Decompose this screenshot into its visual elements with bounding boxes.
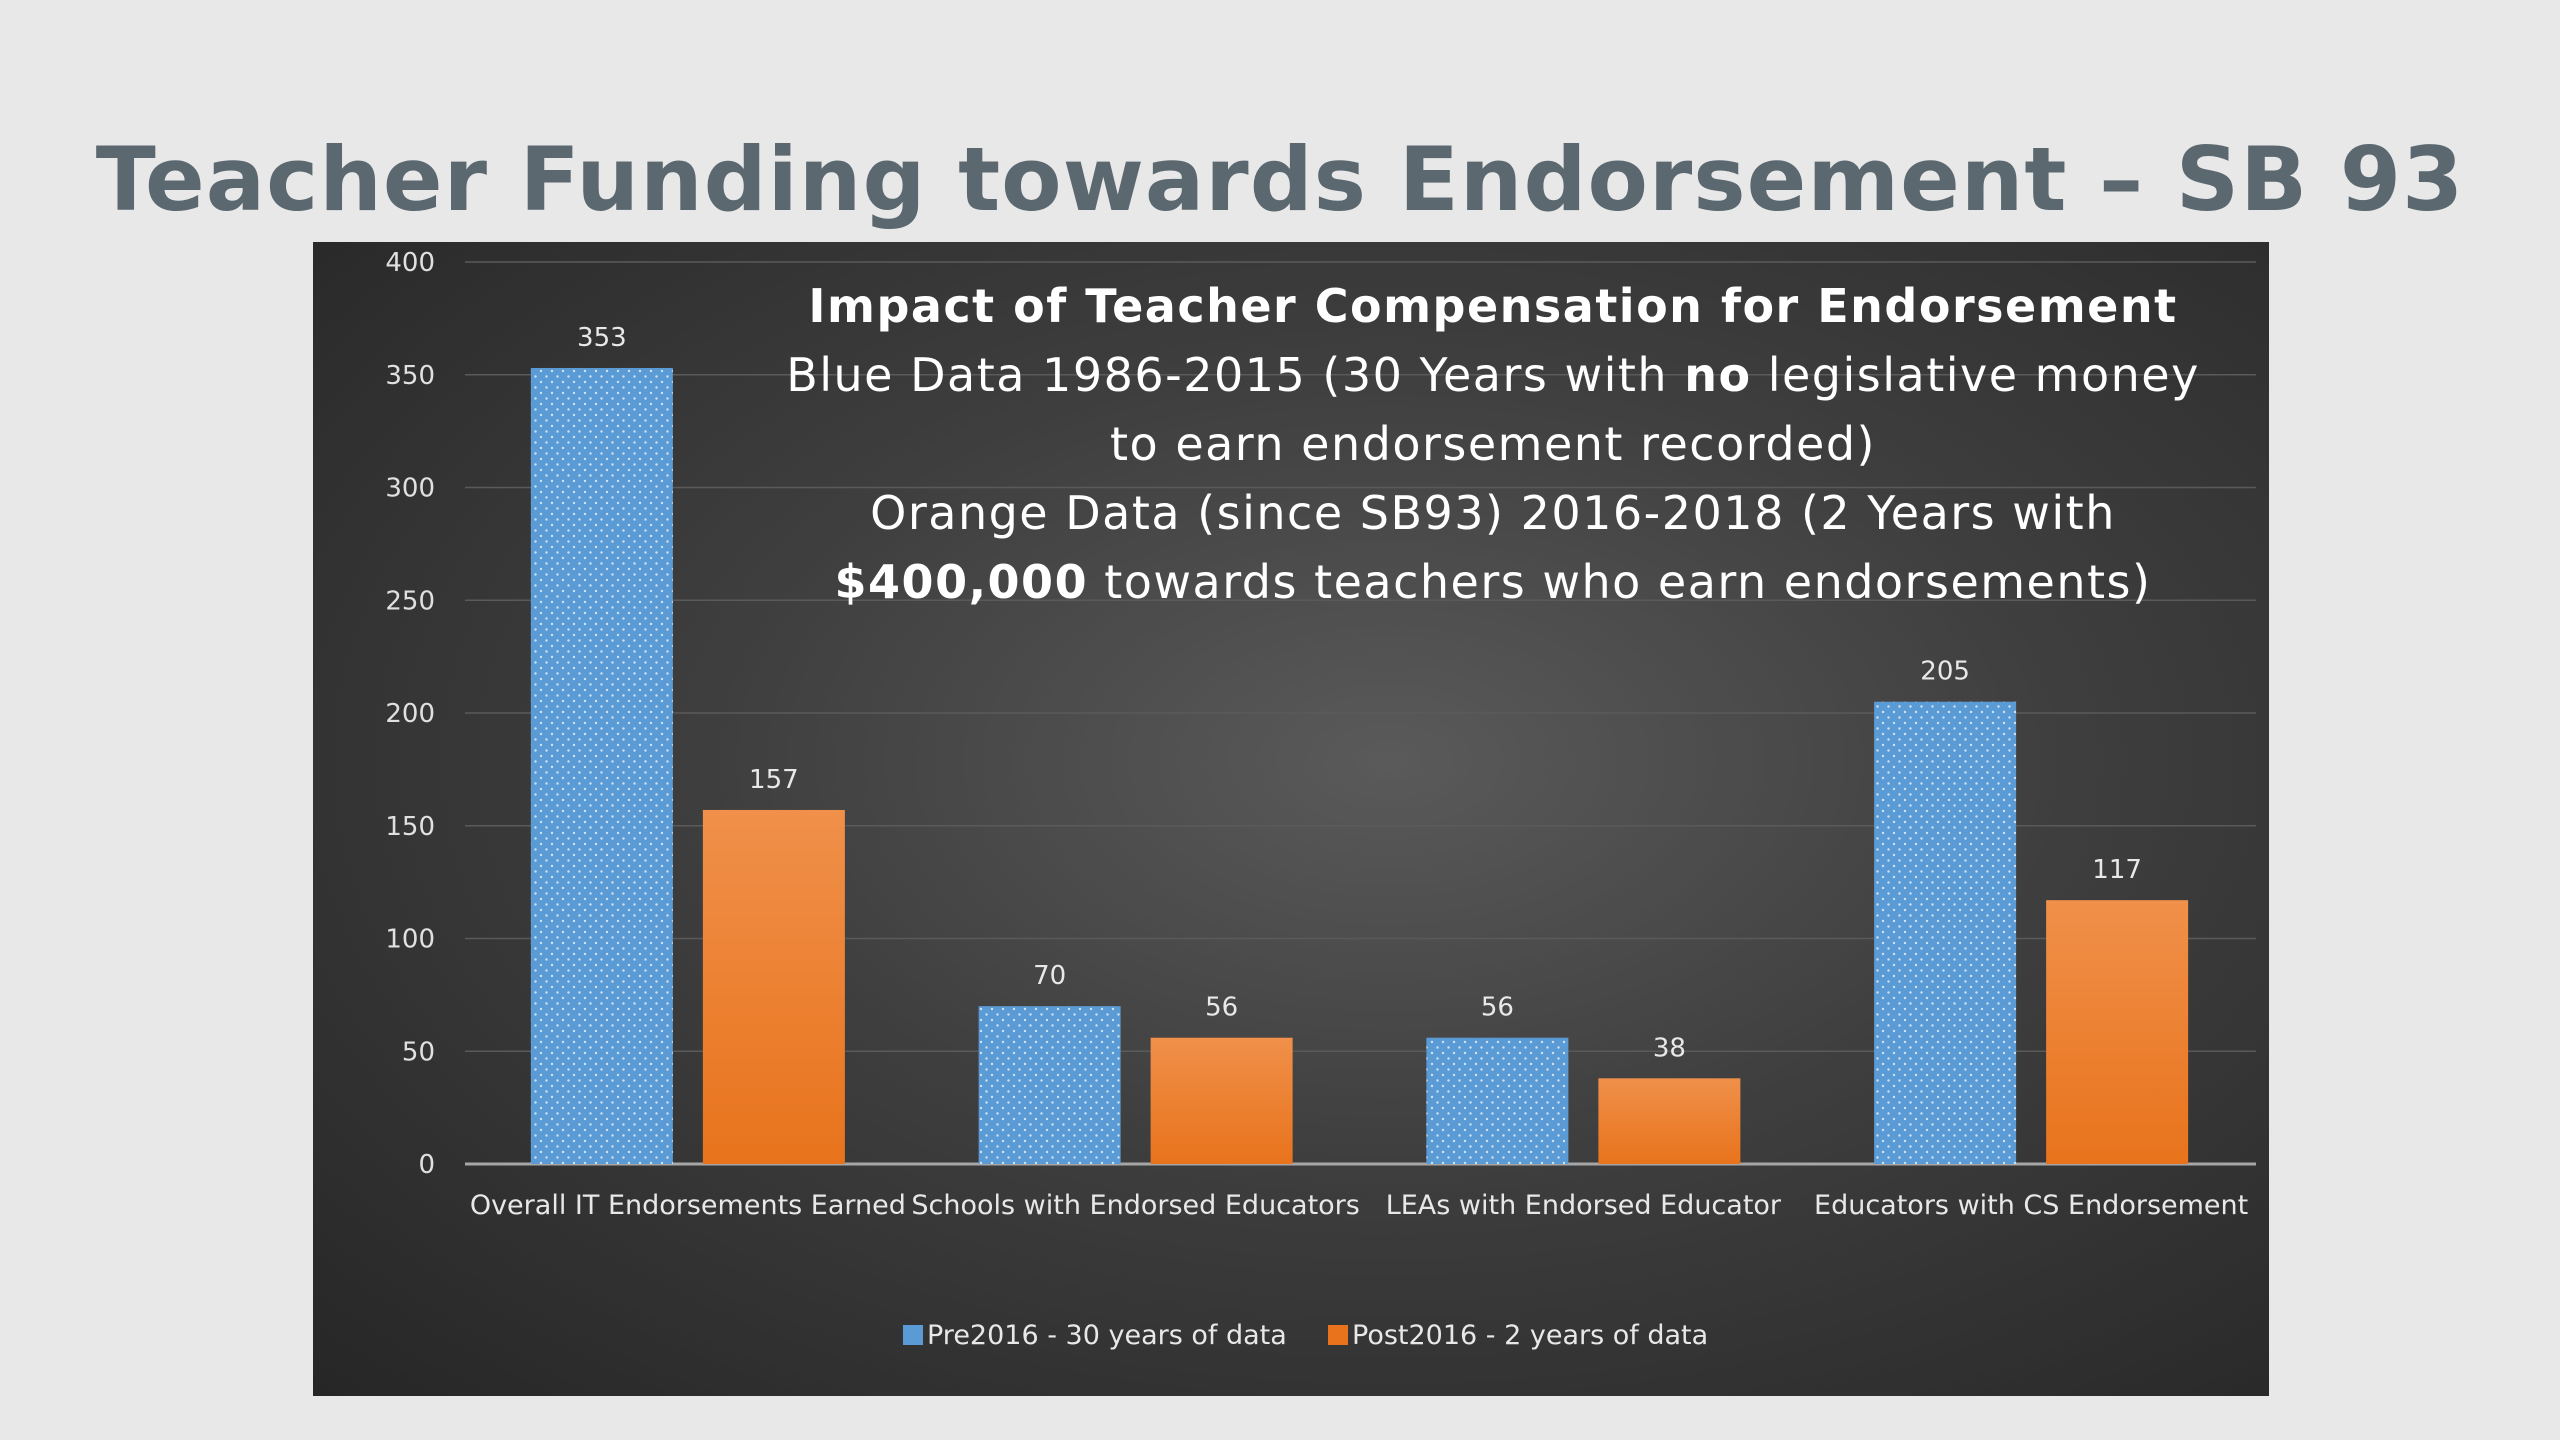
- data-label: 117: [2092, 855, 2142, 885]
- annotation-line-2: to earn endorsement recorded): [1110, 417, 1876, 471]
- data-label: 70: [1033, 961, 1066, 991]
- chart-panel: 0 50 100 150 200 250 300 350 400 353 157 70 56 56 38 2…: [313, 242, 2269, 1396]
- category-label: Schools with Endorsed Educators: [911, 1190, 1359, 1221]
- annotation-line-4-bold: $400,000: [834, 555, 1089, 609]
- annotation-line-3: Orange Data (since SB93) 2016-2018 (2 Ye…: [870, 486, 2116, 540]
- y-tick-label: 300: [385, 474, 435, 504]
- annotation-line-4: $400,000 towards teachers who earn endor…: [733, 548, 2253, 617]
- y-tick-label: 200: [385, 699, 435, 729]
- bar-pre2016: [1426, 1037, 1569, 1164]
- category-label: LEAs with Endorsed Educator: [1386, 1190, 1782, 1221]
- annotation-line-4-after: towards teachers who earn endorsements): [1088, 555, 2152, 609]
- annotation-heading: Impact of Teacher Compensation for Endor…: [808, 279, 2178, 333]
- data-label: 353: [577, 323, 627, 353]
- y-tick-label: 400: [385, 248, 435, 278]
- legend-label: Pre2016 - 30 years of data: [927, 1320, 1287, 1351]
- data-label: 205: [1920, 657, 1970, 687]
- bar-pre2016: [1874, 701, 2017, 1164]
- y-tick-label: 0: [418, 1150, 435, 1180]
- y-tick-label: 250: [385, 586, 435, 616]
- y-axis-ticks: 0 50 100 150 200 250 300 350 400: [385, 248, 435, 1180]
- legend-swatch-post2016: [1328, 1325, 1348, 1345]
- bar-post2016: [1150, 1037, 1293, 1164]
- bar-post2016: [1598, 1078, 1741, 1164]
- category-label: Overall IT Endorsements Earned: [470, 1190, 906, 1221]
- y-tick-label: 100: [385, 925, 435, 955]
- chart-annotation: Impact of Teacher Compensation for Endor…: [733, 272, 2253, 617]
- bar-post2016: [702, 809, 845, 1164]
- annotation-line-1-bold: no: [1684, 348, 1752, 402]
- y-tick-label: 50: [402, 1037, 435, 1067]
- annotation-line-1: Blue Data 1986-2015 (30 Years with no le…: [733, 341, 2253, 410]
- data-label: 56: [1481, 993, 1514, 1023]
- data-label: 157: [749, 765, 799, 795]
- annotation-line-1-after: legislative money: [1751, 348, 2200, 402]
- bar-pre2016: [978, 1006, 1121, 1164]
- legend-label: Post2016 - 2 years of data: [1352, 1320, 1708, 1351]
- category-label: Educators with CS Endorsement: [1814, 1190, 2248, 1221]
- data-label: 38: [1653, 1033, 1686, 1063]
- bar-pre2016: [530, 367, 673, 1164]
- bar-chart: 0 50 100 150 200 250 300 350 400 353 157 70 56 56 38 2…: [385, 248, 2256, 1351]
- legend-swatch-pre2016: [903, 1325, 923, 1345]
- slide-title: Teacher Funding towards Endorsement – SB…: [95, 128, 2465, 231]
- x-axis-categories: Overall IT Endorsements Earned Schools wi…: [470, 1190, 2248, 1221]
- data-labels: 353 157 70 56 56 38 205 117: [577, 323, 2142, 1063]
- y-tick-label: 350: [385, 361, 435, 391]
- data-label: 56: [1205, 993, 1238, 1023]
- bars: [530, 367, 2189, 1164]
- bar-post2016: [2046, 900, 2189, 1164]
- y-tick-label: 150: [385, 812, 435, 842]
- annotation-line-1-before: Blue Data 1986-2015 (30 Years with: [786, 348, 1685, 402]
- legend: Pre2016 - 30 years of data Post2016 - 2 y…: [903, 1320, 1708, 1351]
